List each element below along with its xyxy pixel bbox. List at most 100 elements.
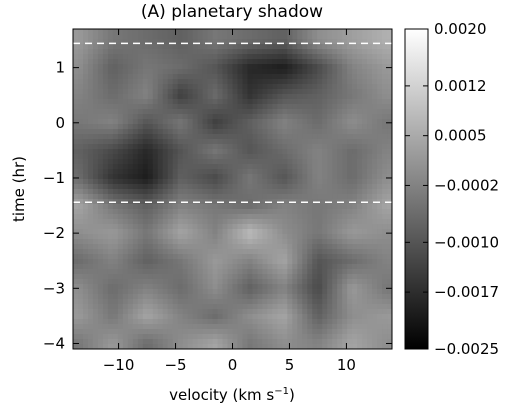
heatmap-cell: [87, 234, 94, 240]
heatmap-cell: [182, 249, 189, 255]
heatmap-cell: [152, 279, 159, 285]
heatmap-cell: [162, 189, 169, 195]
heatmap-cell: [73, 49, 79, 55]
heatmap-cell: [92, 84, 99, 90]
heatmap-cell: [217, 164, 224, 170]
heatmap-cell: [212, 39, 219, 45]
heatmap-cell: [77, 254, 84, 260]
heatmap-cell: [127, 69, 134, 75]
heatmap-cell: [132, 144, 139, 150]
heatmap-cell: [287, 189, 293, 195]
heatmap-cell: [132, 139, 139, 145]
heatmap-cell: [257, 99, 263, 105]
heatmap-cell: [227, 269, 234, 275]
heatmap-cell: [177, 139, 184, 145]
heatmap-cell: [182, 289, 189, 295]
heatmap-cell: [122, 194, 129, 200]
heatmap-cell: [157, 119, 164, 125]
heatmap-cell: [382, 54, 388, 60]
heatmap-cell: [332, 179, 338, 185]
heatmap-cell: [187, 134, 194, 140]
heatmap-cell: [152, 44, 159, 50]
heatmap-cell: [262, 249, 268, 255]
heatmap-cell: [252, 89, 259, 95]
heatmap-cell: [242, 99, 249, 105]
heatmap-cell: [77, 169, 84, 175]
heatmap-cell: [132, 44, 139, 50]
heatmap-cell: [187, 74, 194, 80]
heatmap-cell: [257, 199, 263, 205]
heatmap-cell: [172, 324, 179, 330]
heatmap-cell: [247, 284, 254, 290]
heatmap-cell: [247, 124, 254, 130]
heatmap-cell: [172, 234, 179, 240]
heatmap-cell: [282, 214, 288, 220]
heatmap-cell: [262, 124, 268, 130]
heatmap-cell: [322, 104, 328, 110]
heatmap-cell: [342, 249, 348, 255]
heatmap-cell: [387, 39, 392, 45]
heatmap-cell: [227, 194, 234, 200]
heatmap-cell: [117, 44, 124, 50]
heatmap-cell: [82, 29, 89, 35]
heatmap-cell: [242, 64, 249, 70]
heatmap-cell: [117, 129, 124, 135]
heatmap-cell: [142, 29, 149, 35]
heatmap-cell: [307, 144, 313, 150]
heatmap-cell: [377, 184, 383, 190]
heatmap-cell: [382, 289, 388, 295]
heatmap-cell: [257, 164, 263, 170]
heatmap-cell: [292, 119, 298, 125]
heatmap-cell: [337, 84, 343, 90]
heatmap-cell: [347, 89, 353, 95]
heatmap-cell: [232, 254, 239, 260]
heatmap-cell: [237, 294, 244, 300]
heatmap-cell: [372, 39, 378, 45]
heatmap-cell: [182, 54, 189, 60]
heatmap-cell: [172, 204, 179, 210]
heatmap-cell: [267, 224, 273, 230]
heatmap-cell: [382, 114, 388, 120]
heatmap-cell: [147, 99, 154, 105]
heatmap-cell: [252, 54, 259, 60]
heatmap-cell: [212, 229, 219, 235]
heatmap-cell: [292, 169, 298, 175]
heatmap-cell: [282, 284, 288, 290]
heatmap-cell: [277, 244, 283, 250]
heatmap-cell: [182, 29, 189, 35]
heatmap-cell: [327, 129, 333, 135]
heatmap-cell: [272, 109, 278, 115]
heatmap-cell: [337, 339, 343, 345]
heatmap-cell: [347, 79, 353, 85]
heatmap-cell: [147, 324, 154, 330]
heatmap-cell: [112, 239, 119, 245]
heatmap-cell: [157, 239, 164, 245]
heatmap-cell: [237, 144, 244, 150]
heatmap-cell: [127, 184, 134, 190]
heatmap-cell: [217, 44, 224, 50]
heatmap-cell: [297, 269, 303, 275]
heatmap-cell: [377, 94, 383, 100]
heatmap-cell: [367, 314, 373, 320]
heatmap-cell: [167, 184, 174, 190]
heatmap-cell: [137, 174, 144, 180]
heatmap-cell: [262, 224, 268, 230]
heatmap-cell: [387, 324, 392, 330]
heatmap-cell: [267, 39, 273, 45]
heatmap-cell: [187, 184, 194, 190]
heatmap-cell: [177, 109, 184, 115]
heatmap-cell: [217, 324, 224, 330]
heatmap-cell: [97, 109, 104, 115]
heatmap-cell: [97, 164, 104, 170]
heatmap-cell: [207, 159, 214, 165]
heatmap-cell: [132, 339, 139, 345]
heatmap-cell: [227, 94, 234, 100]
heatmap-cell: [77, 159, 84, 165]
heatmap-cell: [352, 54, 358, 60]
heatmap-cell: [117, 184, 124, 190]
heatmap-cell: [342, 64, 348, 70]
heatmap-cell: [307, 244, 313, 250]
heatmap-cell: [382, 299, 388, 305]
x-tick-label: 0: [228, 356, 238, 374]
heatmap-cell: [342, 54, 348, 60]
